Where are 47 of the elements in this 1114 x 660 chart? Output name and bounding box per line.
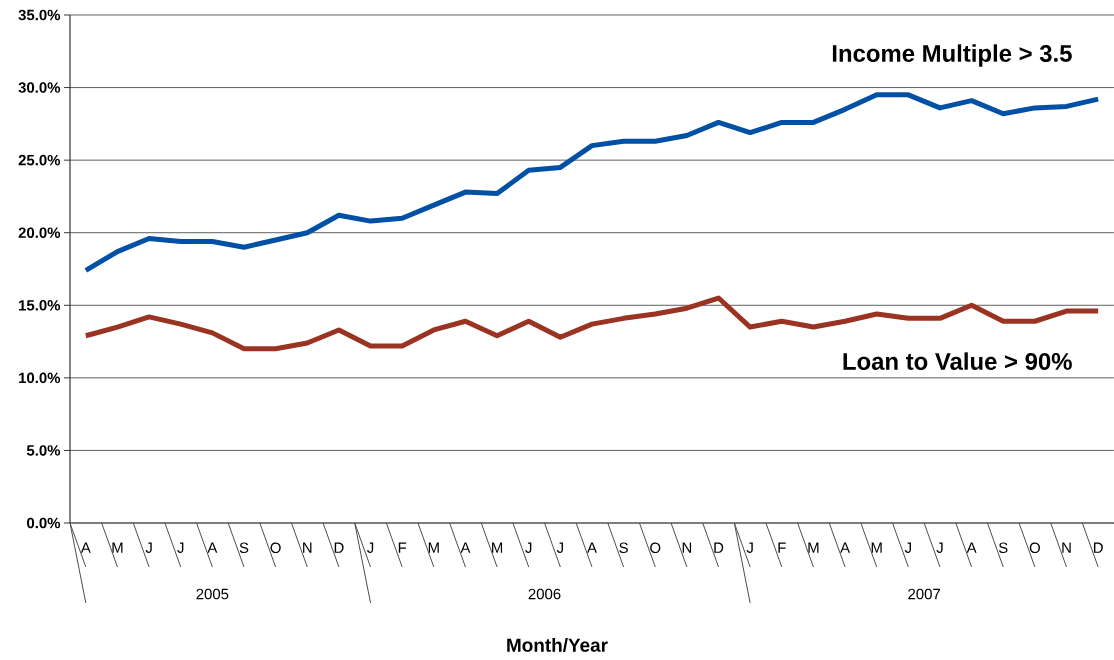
x-tick-label: D <box>334 542 344 553</box>
x-tick-label: A <box>966 542 977 553</box>
y-tick-label: 10.0% <box>19 372 61 384</box>
y-tick-label: 0.0% <box>27 517 61 529</box>
x-tick-label: S <box>619 542 628 554</box>
x-tick-label: A <box>840 542 851 553</box>
text: 2007 <box>908 588 941 600</box>
y-tick-label: 30.0% <box>18 82 61 93</box>
y-tick-label: 5.0% <box>26 445 61 456</box>
x-tick-label: M <box>112 542 123 553</box>
x-tick-label: M <box>428 542 439 553</box>
y-tick-label: 35.0% <box>18 9 61 21</box>
x-tick-label: A <box>460 542 471 553</box>
x-tick-label: N <box>1062 542 1071 553</box>
x-tick-label: N <box>303 542 312 553</box>
x-tick-label: J <box>525 542 532 553</box>
x-tick-label: J <box>746 542 753 553</box>
x-tick-label: A <box>80 542 91 553</box>
x-tick-label: D <box>714 542 724 553</box>
x-tick-label: N <box>682 542 692 553</box>
x-tick-label: J <box>904 542 911 553</box>
x-tick-label: O <box>650 542 661 554</box>
x-tick-label: J <box>556 542 563 553</box>
y-tick-label: 15.0% <box>19 299 61 311</box>
series-label: Loan to Value > 90% <box>843 352 1072 370</box>
text: 2005 <box>196 588 229 600</box>
y-tick-label: 20.0% <box>18 227 61 238</box>
x-axis-title: Month/Year <box>507 637 608 653</box>
x-tick-label: F <box>398 542 407 553</box>
x-tick-label: J <box>145 542 152 553</box>
x-tick-label: O <box>270 542 281 554</box>
x-tick-label: A <box>207 542 218 553</box>
x-tick-label: O <box>1029 542 1040 554</box>
x-tick-label: M <box>492 542 503 553</box>
x-tick-label: J <box>936 542 943 553</box>
x-tick-label: J <box>177 542 184 553</box>
y-tick-label: 25.0% <box>18 154 61 166</box>
x-tick-label: M <box>871 542 882 553</box>
x-tick-label: D <box>1093 542 1103 553</box>
x-tick-label: S <box>998 542 1008 554</box>
text: 2006 <box>528 588 561 600</box>
x-tick-label: M <box>808 542 819 553</box>
x-tick-label: A <box>587 542 597 553</box>
x-tick-label: J <box>367 542 374 553</box>
series-label: Income Multiple > 3.5 <box>832 44 1072 67</box>
x-tick-label: S <box>239 542 249 554</box>
x-tick-label: F <box>778 542 786 553</box>
